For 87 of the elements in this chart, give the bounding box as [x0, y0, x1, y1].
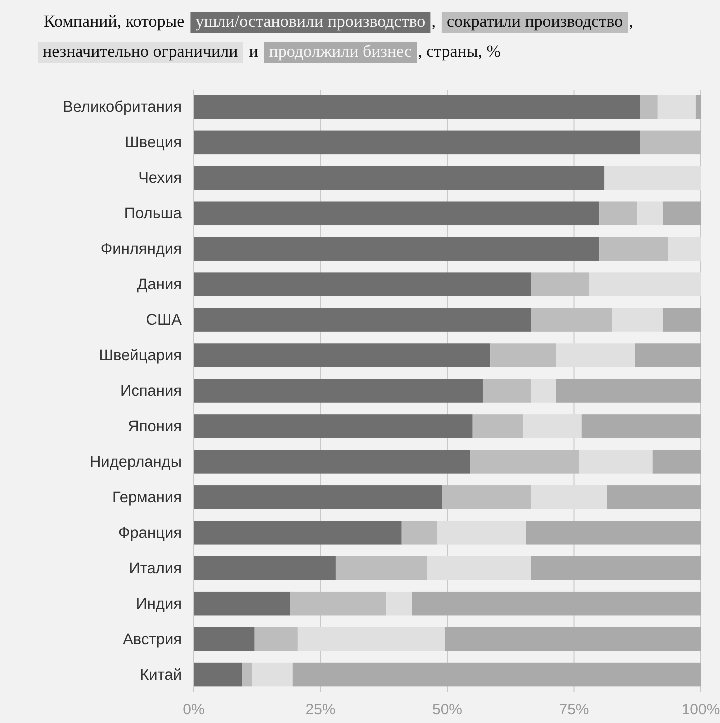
text: сократили производство [446, 12, 624, 31]
bar [194, 521, 402, 545]
bar [531, 379, 557, 403]
bar [252, 662, 293, 687]
x-tick-label: 25% [306, 702, 336, 719]
bar [531, 556, 701, 580]
bar [635, 344, 701, 368]
bar [600, 237, 668, 261]
bar [652, 450, 701, 474]
bar [582, 414, 701, 438]
bar [412, 592, 701, 616]
y-tick-label: Индия [136, 596, 182, 613]
bar [600, 202, 638, 226]
bar [640, 95, 658, 120]
bar [194, 130, 640, 155]
bar [589, 272, 701, 296]
bar [194, 414, 473, 438]
bar [612, 308, 663, 332]
bar [194, 556, 336, 580]
y-tick-label: Франция [118, 524, 182, 542]
y-tick-label: Италия [129, 560, 182, 578]
bar [194, 344, 491, 368]
y-tick-label: Австрия [123, 631, 182, 648]
bar [490, 344, 557, 368]
y-tick-label: Германия [112, 489, 182, 506]
bar [254, 627, 298, 652]
y-tick-label: Великобритания [62, 99, 182, 116]
text: , [629, 12, 634, 31]
bar [194, 202, 600, 226]
y-tick-label: Япония [128, 418, 182, 436]
bar [526, 521, 701, 545]
bar [194, 272, 532, 296]
bar [292, 662, 701, 687]
x-tick-label: 100% [682, 702, 720, 719]
bar [194, 308, 532, 332]
x-tick-label: 50% [432, 702, 463, 719]
bar [556, 379, 701, 403]
bar [604, 166, 701, 190]
y-tick-label: Дания [137, 276, 182, 294]
text: , страны, % [418, 42, 501, 61]
y-tick-label: Швеция [125, 134, 182, 152]
bar [402, 521, 438, 545]
bar [531, 486, 608, 510]
bar [194, 237, 600, 261]
y-tick-label: Чехия [138, 170, 182, 188]
y-tick-label: Нидерланды [90, 454, 182, 471]
bar [386, 592, 412, 616]
bar [638, 202, 663, 226]
bar [444, 627, 701, 652]
y-tick-label: Польша [124, 206, 182, 223]
y-tick-label: Китай [140, 666, 182, 684]
bar [482, 379, 532, 403]
x-tick-label: 0% [183, 702, 205, 719]
bar [662, 202, 701, 226]
bar [194, 450, 470, 474]
bar [194, 662, 242, 687]
y-tick-label: Финляндия [100, 241, 182, 258]
text: и [249, 42, 258, 61]
bar [524, 414, 582, 438]
bar [194, 379, 483, 403]
bar [668, 237, 701, 261]
bar [579, 450, 653, 474]
bar [662, 308, 701, 332]
text: ушли/остановили производство [196, 12, 426, 31]
bar [556, 344, 636, 368]
bar [336, 556, 428, 580]
bar [194, 627, 255, 652]
bar [298, 627, 445, 652]
x-tick-label: 75% [559, 702, 590, 719]
y-tick-label: США [146, 312, 183, 330]
bar [607, 486, 701, 510]
bar [437, 521, 526, 545]
y-tick-label: Испания [120, 382, 182, 400]
bar [242, 662, 252, 687]
text: , [432, 12, 436, 31]
text: незначительно ограничили [43, 42, 238, 61]
bar [658, 95, 696, 120]
y-tick-label: Швейцария [99, 347, 182, 364]
text: продолжили бизнес [269, 42, 413, 61]
bar [472, 414, 524, 438]
chart-title: Компаний, которые [44, 12, 185, 31]
bar [194, 592, 290, 616]
bar [194, 166, 605, 190]
bar [696, 95, 701, 120]
bar [194, 486, 442, 510]
bar [194, 95, 640, 120]
bar [427, 556, 532, 580]
